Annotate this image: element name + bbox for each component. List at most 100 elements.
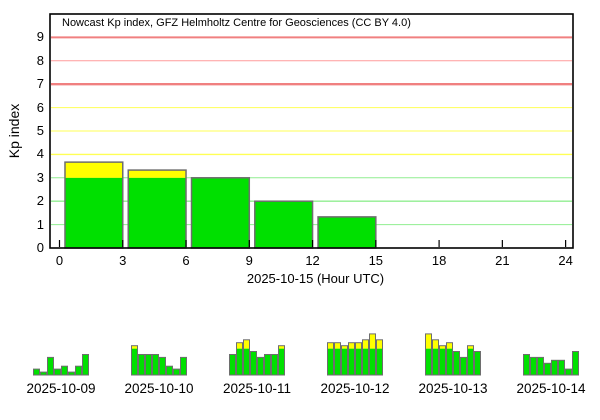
y-tick-label-9: 9 [36, 29, 44, 45]
mini-bar-green-0 [33, 369, 40, 375]
mini-bar-yellow-3 [348, 342, 355, 349]
mini-bar-green-1 [40, 372, 47, 375]
mini-bar-yellow-0 [327, 342, 334, 349]
kp-bar-green-segment-h6 [191, 177, 250, 248]
mini-bar-outline-6 [565, 368, 572, 376]
mini-bar-green-7 [474, 351, 481, 375]
mini-bar-outline-6 [75, 365, 82, 376]
mini-bar-outline-2 [537, 356, 544, 376]
mini-bar-yellow-7 [376, 339, 383, 349]
kp-bar-green-segment-h12 [318, 216, 376, 248]
mini-bar-yellow-3 [446, 342, 453, 349]
mini-bar-yellow-6 [467, 345, 474, 349]
mini-bar-yellow-1 [432, 339, 439, 349]
mini-bar-green-0 [229, 354, 236, 375]
mini-bar-outline-2 [47, 356, 54, 376]
mini-bar-outline-3 [446, 342, 453, 376]
main-chart-svg [49, 13, 574, 249]
mini-bar-outline-0 [425, 333, 432, 376]
mini-bar-outline-2 [145, 353, 152, 376]
x-tick-label-18: 18 [431, 253, 447, 268]
mini-bar-green-5 [460, 357, 467, 375]
mini-bar-outline-1 [530, 356, 537, 376]
mini-bar-green-4 [355, 348, 362, 375]
mini-bar-green-6 [467, 348, 474, 375]
chart-title: Nowcast Kp index, GFZ Helmholtz Centre f… [62, 17, 411, 29]
mini-bar-green-0 [523, 354, 530, 375]
mini-bar-green-5 [68, 372, 75, 375]
x-tick-label-3: 3 [119, 253, 127, 268]
mini-bar-green-1 [530, 357, 537, 375]
mini-bar-green-2 [341, 348, 348, 375]
mini-bar-outline-7 [572, 351, 579, 376]
mini-chart-2025-10-11 [229, 339, 285, 376]
mini-bar-outline-5 [362, 339, 369, 376]
mini-bar-green-3 [152, 354, 159, 375]
mini-bar-outline-1 [334, 342, 341, 376]
mini-bar-green-4 [61, 366, 68, 375]
mini-bar-yellow-4 [355, 342, 362, 349]
mini-bar-outline-7 [376, 339, 383, 376]
mini-bar-green-3 [446, 348, 453, 375]
mini-chart-2025-10-12 [327, 333, 383, 376]
mini-bar-outline-4 [61, 365, 68, 376]
y-tick-label-6: 6 [36, 99, 44, 115]
mini-bar-yellow-5 [362, 339, 369, 349]
mini-bar-green-5 [558, 360, 565, 375]
y-tick-label-0: 0 [36, 240, 44, 255]
mini-bar-green-2 [145, 354, 152, 375]
mini-bar-green-1 [236, 348, 243, 375]
mini-bar-green-4 [257, 357, 264, 375]
mini-bar-green-6 [271, 354, 278, 375]
y-tick-label-4: 4 [36, 146, 44, 162]
mini-chart-date-label: 2025-10-12 [320, 381, 390, 396]
mini-bar-yellow-2 [341, 345, 348, 349]
mini-bar-outline-7 [474, 351, 481, 376]
mini-bar-outline-6 [271, 353, 278, 376]
mini-bar-outline-5 [460, 356, 467, 376]
mini-bar-green-5 [362, 348, 369, 375]
mini-bar-outline-5 [558, 359, 565, 376]
mini-bar-outline-0 [327, 342, 334, 376]
mini-bar-green-0 [327, 348, 334, 375]
mini-chart-date-label: 2025-10-09 [26, 381, 96, 396]
mini-bar-outline-4 [551, 359, 558, 376]
y-tick-label-2: 2 [36, 193, 44, 209]
mini-bar-outline-3 [152, 353, 159, 376]
mini-bar-outline-4 [453, 351, 460, 376]
mini-bar-green-1 [138, 354, 145, 375]
mini-bar-green-6 [369, 348, 376, 375]
mini-bar-outline-5 [68, 371, 75, 376]
mini-bar-yellow-1 [236, 342, 243, 349]
mini-bar-green-6 [173, 369, 180, 375]
y-tick-label-5: 5 [36, 123, 44, 138]
mini-bar-green-6 [565, 369, 572, 375]
mini-bar-outline-2 [439, 345, 446, 376]
x-tick-label-9: 9 [245, 253, 253, 268]
kp-bar-yellow-segment-h0 [64, 162, 123, 178]
mini-bar-green-2 [243, 348, 250, 375]
mini-bar-green-7 [82, 354, 89, 375]
x-tick-label-15: 15 [368, 253, 384, 268]
mini-bar-green-4 [159, 357, 166, 375]
mini-bar-outline-1 [40, 371, 47, 376]
x-tick-label-21: 21 [495, 253, 510, 268]
mini-bar-green-2 [537, 357, 544, 375]
y-tick-label-8: 8 [36, 52, 44, 68]
mini-bar-green-7 [180, 357, 187, 375]
mini-chart-date-label: 2025-10-11 [222, 381, 292, 396]
x-tick-label-12: 12 [305, 253, 320, 268]
mini-bar-green-2 [47, 357, 54, 375]
mini-bar-yellow-2 [439, 345, 446, 349]
mini-bar-green-2 [439, 348, 446, 375]
mini-bar-outline-6 [173, 368, 180, 376]
mini-chart-2025-10-10 [131, 345, 187, 376]
mini-bar-green-3 [54, 369, 61, 375]
mini-bar-outline-5 [264, 353, 271, 376]
mini-bar-yellow-0 [131, 345, 138, 349]
mini-bar-green-4 [551, 360, 558, 375]
mini-bar-outline-1 [138, 353, 145, 376]
mini-bar-green-7 [278, 348, 285, 375]
mini-bar-green-7 [572, 351, 579, 375]
mini-bar-green-7 [376, 348, 383, 375]
